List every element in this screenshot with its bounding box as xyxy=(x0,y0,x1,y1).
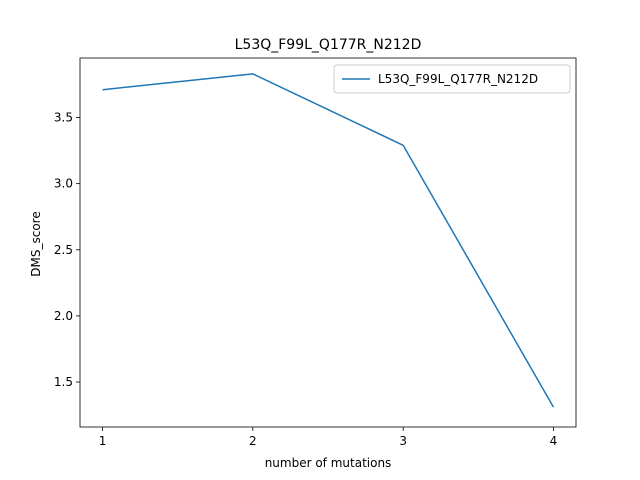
legend: L53Q_F99L_Q177R_N212D xyxy=(333,64,571,94)
x-tick-label: 4 xyxy=(550,434,558,448)
x-axis-label: number of mutations xyxy=(265,456,392,470)
y-axis: 1.5 2.0 2.5 3.0 3.5 xyxy=(54,111,80,389)
y-tick-label: 1.5 xyxy=(54,375,73,389)
x-tick-label: 3 xyxy=(399,434,407,448)
y-axis-label: DMS_score xyxy=(29,211,43,276)
axes-frame xyxy=(79,57,577,428)
legend-box xyxy=(333,64,571,94)
plot-area xyxy=(79,57,577,428)
y-tick-label: 3.0 xyxy=(54,177,73,191)
chart-title: L53Q_F99L_Q177R_N212D xyxy=(235,37,422,53)
series-line xyxy=(102,73,555,408)
y-tick-label: 2.5 xyxy=(54,243,73,257)
x-axis: 1 2 3 4 xyxy=(99,427,558,448)
legend-label: L53Q_F99L_Q177R_N212D xyxy=(378,72,538,86)
x-tick-label: 2 xyxy=(249,434,257,448)
series-layer xyxy=(102,73,555,408)
x-tick-label: 1 xyxy=(99,434,107,448)
y-tick-label: 2.0 xyxy=(54,309,73,323)
y-tick-label: 3.5 xyxy=(54,111,73,125)
